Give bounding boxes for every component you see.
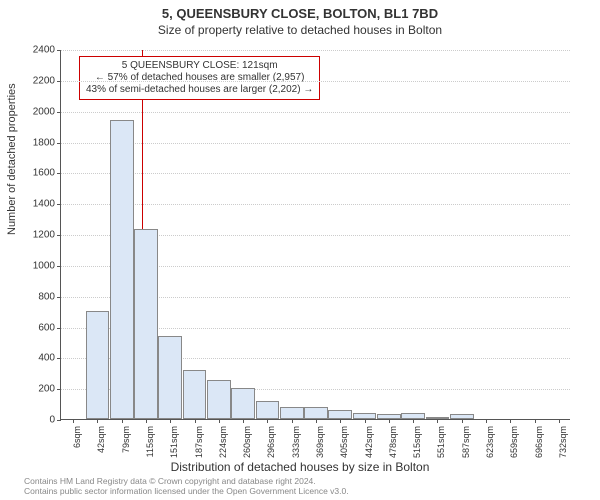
y-tick-mark <box>57 358 61 359</box>
chart-area: 5 QUEENSBURY CLOSE: 121sqm ← 57% of deta… <box>60 50 570 420</box>
x-tick-mark <box>146 419 147 423</box>
x-tick-mark <box>535 419 536 423</box>
histogram-bar <box>207 380 231 419</box>
y-tick-label: 1800 <box>15 137 55 148</box>
histogram-bar <box>256 401 280 420</box>
y-tick-label: 0 <box>15 415 55 426</box>
y-tick-mark <box>57 204 61 205</box>
y-tick-mark <box>57 50 61 51</box>
x-tick-mark <box>73 419 74 423</box>
grid-line <box>61 50 570 51</box>
page-subtitle: Size of property relative to detached ho… <box>0 21 600 37</box>
y-tick-label: 1600 <box>15 168 55 179</box>
histogram-bar <box>110 120 134 419</box>
histogram-bar <box>280 407 304 419</box>
y-tick-label: 2400 <box>15 45 55 56</box>
y-tick-label: 800 <box>15 291 55 302</box>
x-tick-mark <box>292 419 293 423</box>
page-title: 5, QUEENSBURY CLOSE, BOLTON, BL1 7BD <box>0 0 600 21</box>
x-axis-label: Distribution of detached houses by size … <box>0 460 600 474</box>
x-tick-mark <box>243 419 244 423</box>
x-tick-mark <box>462 419 463 423</box>
plot-area: 5 QUEENSBURY CLOSE: 121sqm ← 57% of deta… <box>60 50 570 420</box>
histogram-bar <box>86 311 110 419</box>
y-tick-mark <box>57 297 61 298</box>
footnote: Contains HM Land Registry data © Crown c… <box>24 476 349 496</box>
annotation-line-1: 5 QUEENSBURY CLOSE: 121sqm <box>86 60 313 72</box>
y-tick-label: 2200 <box>15 75 55 86</box>
y-tick-label: 600 <box>15 322 55 333</box>
histogram-bar <box>328 410 352 419</box>
y-tick-mark <box>57 173 61 174</box>
y-tick-mark <box>57 143 61 144</box>
histogram-bar <box>231 388 255 419</box>
grid-line <box>61 81 570 82</box>
x-tick-mark <box>170 419 171 423</box>
x-tick-mark <box>486 419 487 423</box>
y-tick-label: 1000 <box>15 260 55 271</box>
x-tick-mark <box>195 419 196 423</box>
grid-line <box>61 143 570 144</box>
grid-line <box>61 173 570 174</box>
histogram-bar <box>158 336 182 419</box>
annotation-line-2: ← 57% of detached houses are smaller (2,… <box>86 72 313 84</box>
x-tick-mark <box>559 419 560 423</box>
y-tick-label: 200 <box>15 384 55 395</box>
x-tick-mark <box>219 419 220 423</box>
x-tick-mark <box>122 419 123 423</box>
y-tick-mark <box>57 235 61 236</box>
histogram-bar <box>304 407 328 419</box>
y-tick-mark <box>57 81 61 82</box>
y-tick-mark <box>57 328 61 329</box>
x-tick-mark <box>437 419 438 423</box>
y-tick-label: 400 <box>15 353 55 364</box>
x-tick-mark <box>340 419 341 423</box>
footnote-line-2: Contains public sector information licen… <box>24 486 349 496</box>
y-tick-label: 2000 <box>15 106 55 117</box>
y-tick-label: 1400 <box>15 199 55 210</box>
x-tick-mark <box>365 419 366 423</box>
annotation-line-3: 43% of semi-detached houses are larger (… <box>86 84 313 96</box>
grid-line <box>61 204 570 205</box>
y-tick-mark <box>57 389 61 390</box>
x-tick-mark <box>267 419 268 423</box>
x-tick-mark <box>510 419 511 423</box>
histogram-bar <box>134 229 158 419</box>
histogram-bar <box>183 370 207 419</box>
grid-line <box>61 112 570 113</box>
x-tick-mark <box>389 419 390 423</box>
y-tick-mark <box>57 420 61 421</box>
y-tick-mark <box>57 266 61 267</box>
x-tick-mark <box>316 419 317 423</box>
x-tick-mark <box>97 419 98 423</box>
annotation-box: 5 QUEENSBURY CLOSE: 121sqm ← 57% of deta… <box>79 56 320 100</box>
x-tick-mark <box>413 419 414 423</box>
footnote-line-1: Contains HM Land Registry data © Crown c… <box>24 476 349 486</box>
y-tick-label: 1200 <box>15 230 55 241</box>
y-tick-mark <box>57 112 61 113</box>
